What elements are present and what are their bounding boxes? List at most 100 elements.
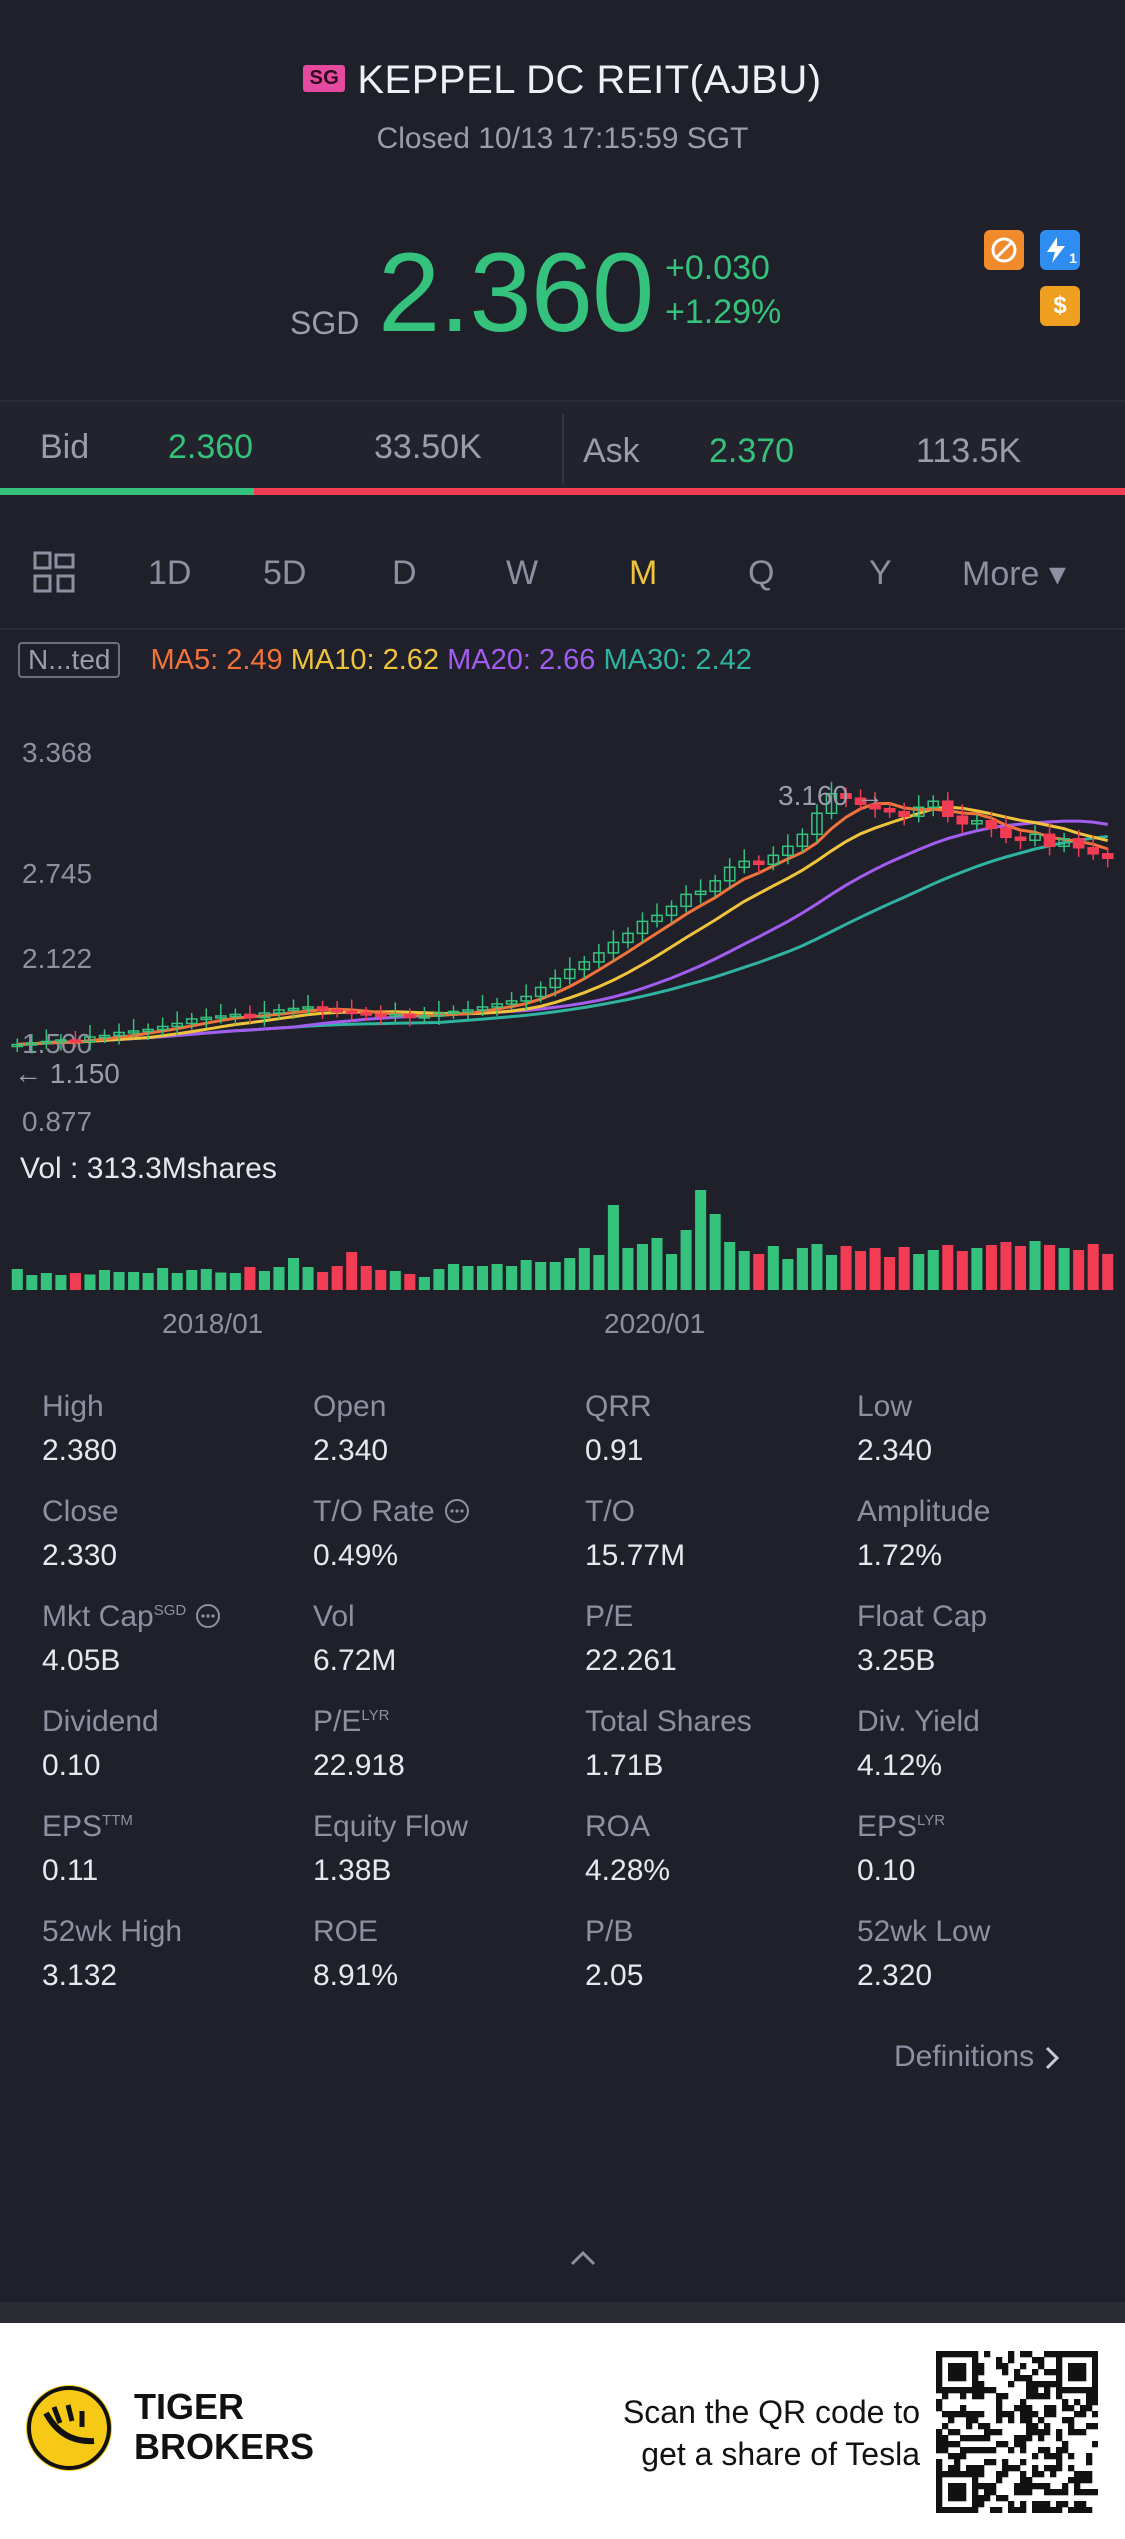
volume-bar <box>971 1248 983 1290</box>
qr-module <box>1014 2507 1021 2513</box>
qr-module <box>990 2387 997 2394</box>
candle-body <box>709 880 722 893</box>
stat-superscript: TTM <box>102 1812 133 1829</box>
qr-module <box>1080 2477 1087 2484</box>
qr-module <box>996 2393 1003 2400</box>
tab-y[interactable]: Y <box>869 554 892 592</box>
stat-value: 0.11 <box>42 1854 99 1887</box>
qr-module <box>1026 2375 1033 2382</box>
qr-module <box>1074 2507 1081 2513</box>
qr-module <box>954 2387 961 2394</box>
definitions-link[interactable]: Definitions <box>894 2040 1062 2074</box>
volume-bar <box>840 1246 852 1290</box>
qr-module <box>1002 2465 1009 2472</box>
candle-body <box>1058 838 1070 848</box>
candle-body <box>476 1006 489 1011</box>
qr-module <box>972 2363 979 2370</box>
qr-module <box>978 2447 985 2454</box>
qr-module <box>1068 2387 1075 2394</box>
tab-w[interactable]: W <box>506 554 539 592</box>
volume-bar <box>433 1269 445 1290</box>
lightning-icon[interactable]: 1 <box>1040 230 1080 270</box>
tab-more[interactable]: More ▾ <box>962 555 1066 593</box>
qr-module <box>984 2447 991 2454</box>
candle-body <box>374 1013 387 1018</box>
tab-q[interactable]: Q <box>748 554 775 592</box>
price-change-block: +0.030 +1.29% <box>665 246 781 334</box>
stat-value: 2.320 <box>857 1959 933 1992</box>
volume-bar <box>287 1258 300 1290</box>
qr-module <box>1044 2411 1051 2418</box>
qr-module <box>936 2459 943 2466</box>
stat-label: ROA <box>585 1810 651 1843</box>
dollar-icon[interactable]: $ <box>1040 286 1080 326</box>
qr-module <box>936 2363 943 2370</box>
period-tabs: 1D 5D D W M Q Y More ▾ <box>0 530 1125 626</box>
info-icon[interactable] <box>435 1495 471 1528</box>
volume-bar <box>98 1270 111 1290</box>
qr-module <box>1032 2453 1039 2460</box>
qr-module <box>1086 2477 1093 2484</box>
qr-module <box>954 2459 961 2466</box>
volume-bar <box>898 1247 910 1290</box>
last-price: 2.360 <box>378 230 654 355</box>
qr-module <box>1056 2435 1063 2442</box>
qr-module <box>1074 2501 1081 2508</box>
volume-bar <box>389 1271 401 1290</box>
qr-module <box>1020 2447 1027 2454</box>
ask-size: 113.5K <box>916 432 1022 470</box>
y-tick-label: 0.877 <box>22 1106 93 1137</box>
qr-module <box>1026 2417 1033 2424</box>
qr-module <box>1050 2411 1057 2418</box>
stat-value: 4.05B <box>42 1644 121 1677</box>
candle-body <box>491 1003 503 1008</box>
volume-bar <box>666 1254 678 1290</box>
candle-body <box>244 1013 256 1019</box>
qr-module <box>936 2495 943 2502</box>
qr-module <box>1014 2483 1021 2490</box>
qr-module <box>972 2495 979 2502</box>
qr-module <box>1056 2459 1063 2466</box>
stat-value: 1.71B <box>585 1749 664 1782</box>
candle-body <box>40 1040 53 1045</box>
info-icon[interactable] <box>186 1600 222 1633</box>
qr-module <box>948 2411 955 2418</box>
layout-grid-icon[interactable] <box>32 550 76 599</box>
no-short-icon[interactable] <box>984 230 1024 270</box>
chevron-up-icon[interactable] <box>568 2248 598 2273</box>
tab-d[interactable]: D <box>392 554 417 592</box>
qr-module <box>1032 2423 1039 2430</box>
qr-module <box>1032 2501 1039 2508</box>
stat-value: 0.10 <box>42 1749 101 1782</box>
qr-module <box>1056 2363 1063 2370</box>
promo-text: Scan the QR code to get a share of Tesla <box>622 2394 920 2472</box>
qr-module <box>1080 2471 1087 2478</box>
candle-body <box>752 860 765 866</box>
volume-bar <box>477 1266 489 1290</box>
tab-5d[interactable]: 5D <box>263 554 307 592</box>
qr-module <box>996 2429 1003 2436</box>
qr-module <box>1026 2387 1033 2394</box>
qr-module <box>948 2465 955 2472</box>
volume-bar <box>186 1270 198 1290</box>
qr-module <box>942 2411 949 2418</box>
volume-bar <box>636 1244 648 1290</box>
qr-module <box>936 2399 943 2406</box>
qr-module <box>1074 2489 1081 2496</box>
qr-code[interactable] <box>936 2351 1098 2513</box>
stat-value: 3.132 <box>42 1959 118 1992</box>
adjust-mode-button[interactable]: N...ted <box>18 642 121 678</box>
tab-m[interactable]: M <box>629 554 658 592</box>
volume-bar <box>302 1267 314 1290</box>
price-chart[interactable] <box>0 740 1125 1300</box>
ma10-label: MA10: 2.62 <box>290 644 440 676</box>
stat-cell: QRR 0.91 <box>585 1390 652 1468</box>
qr-module <box>1056 2369 1063 2376</box>
qr-module <box>1038 2363 1045 2370</box>
qr-module <box>1008 2417 1015 2424</box>
candle-body <box>273 1009 285 1014</box>
qr-module <box>1050 2453 1057 2460</box>
tab-1d[interactable]: 1D <box>148 554 192 592</box>
candle-body <box>127 1030 140 1034</box>
candle-body <box>171 1022 184 1028</box>
